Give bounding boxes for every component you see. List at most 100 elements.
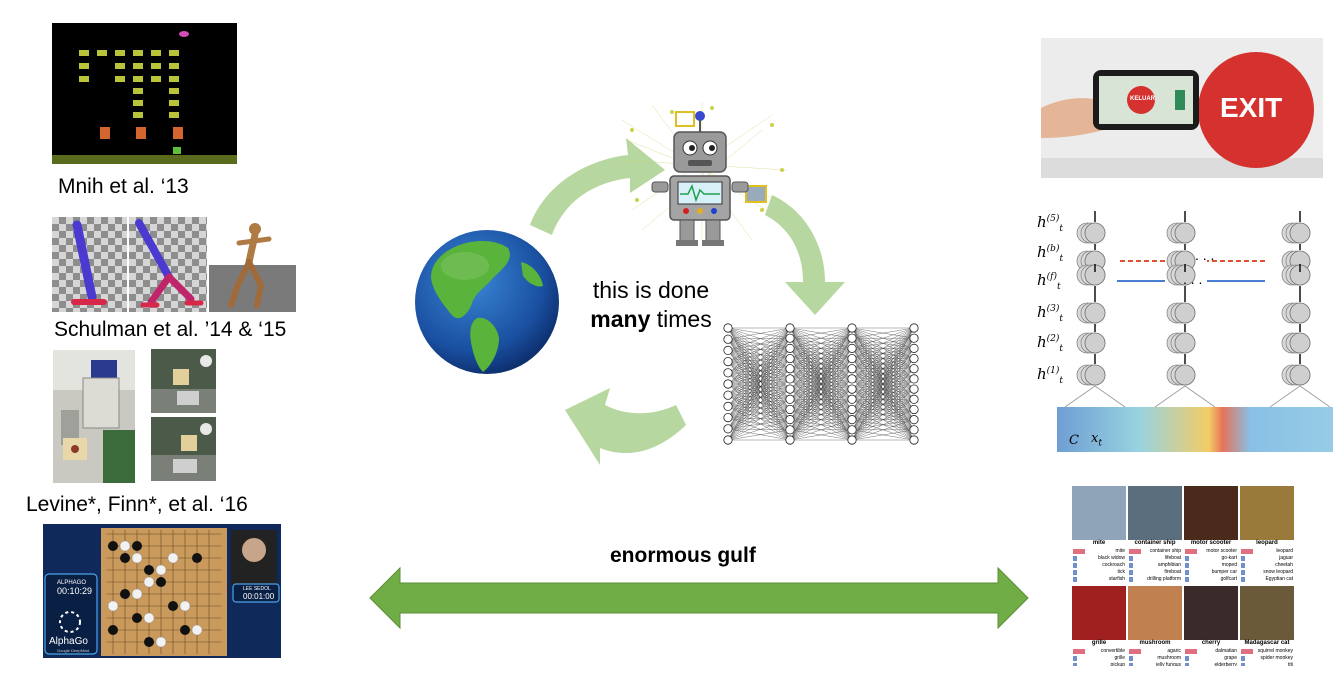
imagenet-confidence-bar [1129, 549, 1141, 554]
imagenet-prediction: mite [1115, 548, 1125, 554]
imagenet-confidence-bar [1241, 649, 1253, 654]
imagenet-prediction: cheetah [1275, 562, 1293, 568]
gulf-label: enormous gulf [610, 544, 756, 567]
imagenet-true-label: mushroom [1139, 640, 1171, 646]
nn-neuron [847, 374, 857, 384]
nn-neuron [909, 394, 919, 404]
rnn-x-sub: t [1098, 438, 1102, 449]
rnn-hb-sup: (b) [1046, 244, 1060, 254]
nn-neuron [847, 333, 857, 343]
imagenet-true-label: motor scooter [1190, 540, 1232, 546]
imagenet-confidence-bar [1185, 577, 1189, 582]
block-task-image-1 [151, 349, 216, 413]
rnn-input-edge [1064, 385, 1096, 408]
nn-neuron [909, 323, 919, 333]
imagenet-thumbnail [1072, 486, 1126, 540]
imagenet-confidence-bar [1073, 570, 1077, 575]
imagenet-confidence-bar [1241, 549, 1253, 554]
walker-sim-image [129, 217, 207, 312]
rnn-unit [1084, 302, 1106, 324]
imagenet-prediction: spider monkey [1260, 655, 1293, 661]
nn-neuron [847, 343, 857, 353]
nn-neuron [785, 394, 795, 404]
arrow-world-to-agent [530, 138, 665, 235]
rnn-label-hf: h(f)t [1037, 271, 1061, 292]
pr2-robot-image [53, 350, 135, 483]
imagenet-true-label: grille [1091, 640, 1107, 646]
imagenet-prediction: jaguar [1279, 555, 1293, 561]
exit-sign-text: EXIT [1220, 92, 1283, 123]
nn-neuron [847, 323, 857, 333]
nn-neuron [847, 404, 857, 415]
nn-neuron [723, 379, 733, 389]
neural-network-image [718, 322, 923, 446]
nn-neuron [847, 384, 857, 394]
nn-neuron [909, 384, 919, 394]
nn-neuron [723, 345, 733, 356]
rnn-unit [1289, 364, 1311, 386]
imagenet-confidence-bar [1185, 656, 1189, 661]
nn-neuron [909, 374, 919, 384]
rnn-h5-sub: t [1059, 224, 1064, 234]
imagenet-confidence-bar [1129, 556, 1133, 561]
exit-sign-photo: EXIT KELUAR [1041, 38, 1323, 178]
imagenet-thumbnail [1184, 486, 1238, 540]
rnn-hf-sub: t [1057, 282, 1061, 292]
imagenet-prediction: pickup [1110, 662, 1125, 666]
rnn-h5-base: h [1037, 213, 1047, 231]
rnn-h5-sup: (5) [1046, 214, 1060, 224]
imagenet-thumbnail [1240, 586, 1294, 640]
mnih-caption: Mnih et al. ‘13 [58, 175, 189, 198]
imagenet-prediction: titi [1288, 662, 1293, 666]
rnn-h3-base: h [1037, 303, 1047, 321]
nn-neuron [785, 364, 795, 374]
cycle-description: this is done many times [577, 276, 725, 334]
nn-neuron [785, 323, 795, 333]
rnn-h2-base: h [1037, 333, 1047, 351]
arrow-agent-to-network [765, 195, 845, 315]
nn-neuron [909, 435, 919, 445]
nn-neuron [909, 404, 919, 415]
rnn-unit [1289, 222, 1311, 244]
rnn-hb-base: h [1037, 243, 1047, 261]
imagenet-true-label: Madagascar cat [1244, 640, 1290, 646]
nn-neuron [723, 356, 733, 367]
rnn-architecture-diagram: h(5)t h(b)t h(f)t h(3)t h(2)t h(1)t . . … [1035, 205, 1335, 455]
imagenet-prediction: motor scooter [1206, 548, 1237, 554]
imagenet-confidence-bar [1129, 563, 1133, 568]
rnn-unit [1174, 364, 1196, 386]
imagenet-prediction: grille [1114, 655, 1125, 661]
imagenet-prediction: Egyptian cat [1265, 576, 1293, 582]
rnn-dots-mid: . . . [1183, 271, 1203, 287]
imagenet-prediction: squirrel monkey [1257, 648, 1293, 654]
imagenet-prediction: mushroom [1157, 655, 1181, 661]
nn-neuron [847, 435, 857, 445]
nn-neuron [785, 384, 795, 394]
rnn-unit [1174, 302, 1196, 324]
rnn-input-edge [1094, 385, 1126, 408]
nn-neuron [785, 435, 795, 445]
imagenet-confidence-bar [1129, 656, 1133, 661]
imagenet-confidence-bar [1241, 656, 1245, 661]
robot-agent-image [612, 100, 792, 247]
alphago-sub-text: Google DeepMind [57, 648, 90, 653]
imagenet-prediction: golfcart [1220, 576, 1237, 582]
nn-neuron [909, 364, 919, 374]
levine-caption: Levine*, Finn*, et al. ‘16 [26, 493, 248, 516]
nn-neuron [847, 415, 857, 425]
rnn-h2-sub: t [1059, 344, 1064, 354]
nn-neuron [909, 425, 919, 435]
imagenet-confidence-bar [1185, 649, 1197, 654]
imagenet-thumbnail [1128, 586, 1182, 640]
nn-neuron [847, 353, 857, 364]
rnn-label-h1: h(1)t [1037, 365, 1063, 386]
alphago-left-time: 00:10:29 [57, 586, 93, 596]
imagenet-prediction: lifeboat [1164, 555, 1181, 561]
imagenet-prediction: go-kart [1221, 555, 1237, 561]
imagenet-true-label: container ship [1134, 540, 1176, 546]
rnn-h1-base: h [1037, 365, 1047, 383]
rnn-h3-sup: (3) [1046, 304, 1060, 314]
cycle-text-line2: many times [577, 305, 725, 334]
rnn-unit [1084, 332, 1106, 354]
nn-neuron [785, 353, 795, 364]
